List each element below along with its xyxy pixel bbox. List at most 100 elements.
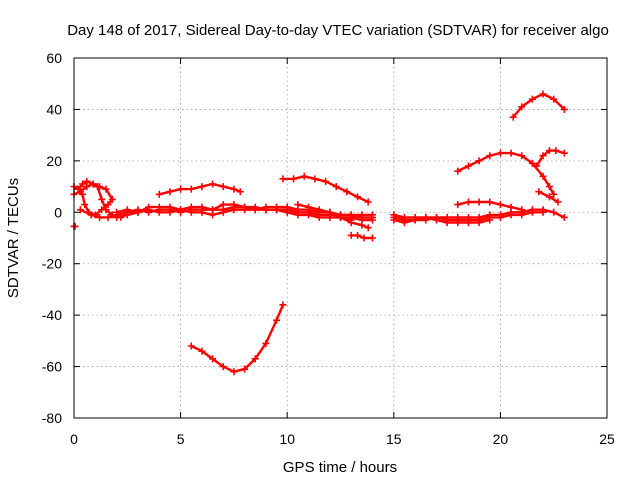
data-point: [496, 201, 504, 209]
data-point: [155, 208, 163, 216]
data-point: [496, 213, 504, 221]
data-point: [198, 208, 206, 216]
data-point: [358, 221, 366, 229]
data-point: [550, 95, 558, 103]
data-point: [560, 149, 568, 157]
series-evening-mid-arc: [454, 149, 558, 198]
data-point: [364, 224, 372, 232]
y-tick-label: -80: [42, 410, 62, 426]
data-point: [496, 149, 504, 157]
data-point: [539, 152, 547, 160]
data-point: [187, 342, 195, 350]
ticks: 0 5 10 15 20 25 -80 -60 -40 -20 0 20 40 60: [42, 50, 615, 447]
data-point: [283, 208, 291, 216]
data-point: [332, 183, 340, 191]
x-tick-label: 15: [386, 431, 402, 447]
data-point: [322, 177, 330, 185]
series-main-band-c: [113, 206, 376, 224]
series-morning-arc: [155, 180, 244, 198]
data-point: [79, 180, 87, 188]
series-layer: [70, 90, 568, 376]
data-point: [315, 206, 323, 214]
data-point: [550, 190, 558, 198]
data-point: [535, 188, 543, 196]
series-line: [339, 216, 370, 229]
data-point: [539, 90, 547, 98]
y-tick-label: 20: [46, 153, 62, 169]
data-point: [560, 213, 568, 221]
data-point: [108, 211, 116, 219]
data-point: [219, 208, 227, 216]
data-point: [432, 216, 440, 224]
x-axis-label: GPS time / hours: [283, 459, 397, 476]
y-tick-label: 60: [46, 50, 62, 66]
data-point: [177, 206, 185, 214]
data-point: [539, 172, 547, 180]
data-point: [230, 368, 238, 376]
data-point: [102, 206, 110, 214]
x-tick-label: 10: [279, 431, 295, 447]
y-tick-label: -60: [42, 359, 62, 375]
data-point: [390, 216, 398, 224]
data-point: [554, 198, 562, 206]
plot-frame: [73, 57, 608, 419]
data-point: [81, 201, 89, 209]
data-point: [198, 183, 206, 191]
y-axis-label: SDTVAR / TECUs: [5, 178, 22, 298]
y-tick-label: 40: [46, 101, 62, 117]
data-point: [552, 147, 560, 155]
data-point: [475, 157, 483, 165]
data-point: [539, 208, 547, 216]
data-point: [96, 213, 104, 221]
data-point: [528, 95, 536, 103]
data-point: [464, 198, 472, 206]
data-point: [343, 188, 351, 196]
data-point: [486, 152, 494, 160]
series-line: [392, 216, 491, 224]
data-point: [145, 206, 153, 214]
data-point: [368, 216, 376, 224]
data-point: [533, 162, 541, 170]
data-point: [464, 219, 472, 227]
data-point: [454, 201, 462, 209]
data-point: [273, 316, 281, 324]
data-point: [177, 185, 185, 193]
data-point: [134, 208, 142, 216]
data-point: [486, 216, 494, 224]
series-afternoon-band-c: [390, 213, 494, 227]
data-point: [507, 203, 515, 211]
data-point: [545, 183, 553, 191]
data-point: [337, 213, 344, 221]
data-point: [219, 201, 227, 209]
data-point: [71, 222, 79, 230]
series-big-dip: [187, 301, 287, 376]
data-point: [219, 363, 227, 371]
data-point: [166, 188, 174, 196]
data-point: [545, 147, 553, 155]
y-tick-label: -20: [42, 256, 62, 272]
data-point: [104, 213, 112, 221]
data-point: [411, 216, 419, 224]
series-line: [190, 303, 285, 373]
series-late-arc: [533, 147, 568, 170]
data-point: [241, 365, 249, 373]
data-point: [91, 211, 99, 219]
data-point: [507, 211, 515, 219]
x-tick-label: 0: [70, 431, 78, 447]
x-tick-label: 25: [599, 431, 615, 447]
data-point: [347, 231, 355, 239]
data-point: [187, 185, 195, 193]
data-point: [315, 213, 323, 221]
y-tick-label: 0: [54, 204, 62, 220]
data-point: [422, 213, 430, 221]
data-point: [230, 206, 238, 214]
data-point: [486, 198, 494, 206]
data-point: [93, 183, 101, 191]
data-point: [347, 219, 355, 227]
data-point: [528, 208, 536, 216]
data-point: [509, 113, 517, 121]
data-point: [550, 208, 558, 216]
data-point: [117, 213, 125, 221]
